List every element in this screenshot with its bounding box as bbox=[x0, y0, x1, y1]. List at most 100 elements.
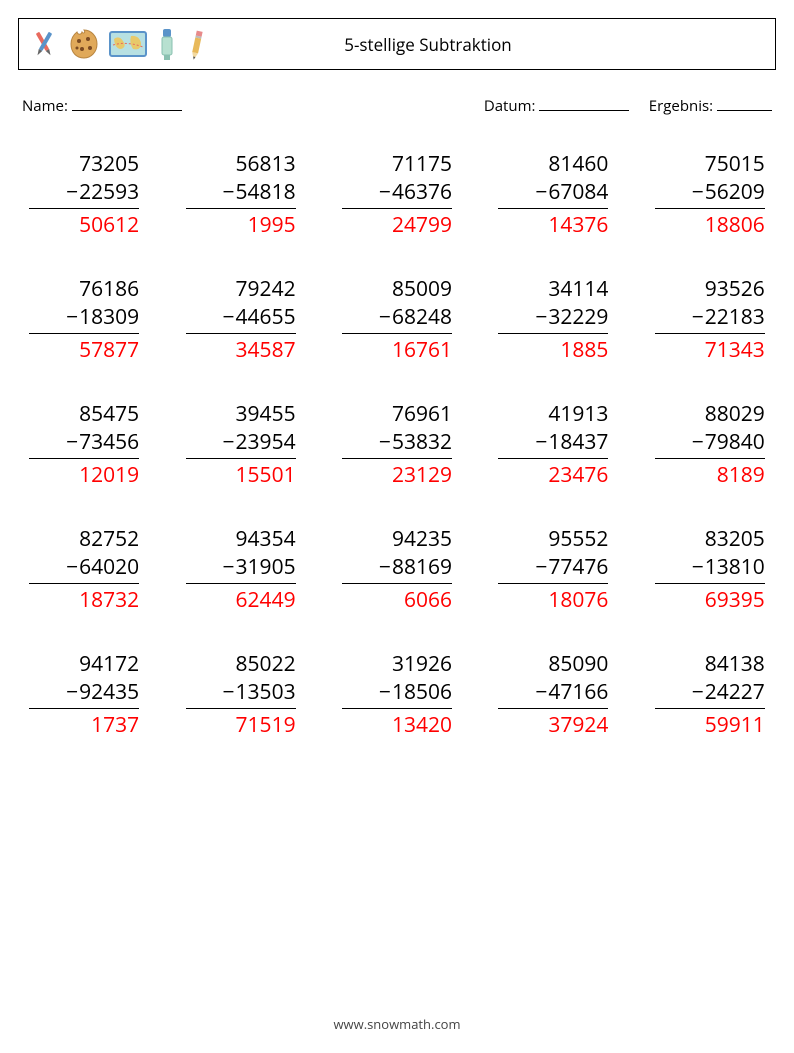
worksheet-page: 5-stellige Subtraktion Name: Datum: Erge… bbox=[0, 0, 794, 1053]
subtraction-problem: 9423588169 6066 bbox=[342, 525, 452, 614]
subtrahend: 68248 bbox=[379, 303, 452, 331]
subtrahend: 47166 bbox=[535, 678, 608, 706]
answer: 18806 bbox=[655, 209, 765, 239]
answer: 69395 bbox=[655, 584, 765, 614]
minuend: 94235 bbox=[342, 525, 452, 553]
answer: 8189 bbox=[655, 459, 765, 489]
minuend: 95552 bbox=[498, 525, 608, 553]
subtraction-problem: 943543190562449 bbox=[186, 525, 296, 614]
answer: 1995 bbox=[186, 209, 296, 239]
minuend: 81460 bbox=[498, 150, 608, 178]
subtrahend: 64020 bbox=[66, 553, 139, 581]
map-icon bbox=[107, 27, 149, 61]
answer: 13420 bbox=[342, 709, 452, 739]
marker-icon bbox=[155, 25, 179, 63]
subtraction-problem: 394552395415501 bbox=[186, 400, 296, 489]
subtrahend: 18437 bbox=[535, 428, 608, 456]
minuend: 94172 bbox=[29, 650, 139, 678]
date-underline bbox=[539, 96, 629, 111]
answer: 18076 bbox=[498, 584, 608, 614]
minuend: 75015 bbox=[655, 150, 765, 178]
minuend: 73205 bbox=[29, 150, 139, 178]
subtrahend: 53832 bbox=[379, 428, 452, 456]
meta-right: Datum: Ergebnis: bbox=[484, 96, 772, 116]
subtraction-problem: 7117546376 24799 bbox=[342, 150, 452, 239]
answer: 1885 bbox=[498, 334, 608, 364]
minuend: 85009 bbox=[342, 275, 452, 303]
meta-name: Name: bbox=[22, 96, 484, 116]
answer: 71519 bbox=[186, 709, 296, 739]
answer: 34587 bbox=[186, 334, 296, 364]
result-label: Ergebnis: bbox=[649, 96, 713, 116]
footer-url: www.snowmath.com bbox=[0, 1015, 794, 1033]
answer: 14376 bbox=[498, 209, 608, 239]
subtrahend: 24227 bbox=[692, 678, 765, 706]
subtraction-problem: 319261850613420 bbox=[342, 650, 452, 739]
subtrahend: 56209 bbox=[692, 178, 765, 206]
subtraction-problem: 3411432229 1885 bbox=[498, 275, 608, 364]
worksheet-title: 5-stellige Subtraktion bbox=[209, 33, 767, 56]
subtraction-problem: 761861830957877 bbox=[29, 275, 139, 364]
minuend: 88029 bbox=[655, 400, 765, 428]
name-underline bbox=[72, 96, 182, 111]
answer: 50612 bbox=[29, 209, 139, 239]
subtraction-problem: 832051381069395 bbox=[655, 525, 765, 614]
subtrahend: 18506 bbox=[379, 678, 452, 706]
header-bar: 5-stellige Subtraktion bbox=[18, 18, 776, 70]
date-label: Datum: bbox=[484, 96, 536, 116]
answer: 12019 bbox=[29, 459, 139, 489]
answer: 37924 bbox=[498, 709, 608, 739]
answer: 71343 bbox=[655, 334, 765, 364]
minuend: 85090 bbox=[498, 650, 608, 678]
header-icons bbox=[27, 25, 209, 63]
pens-icon bbox=[27, 27, 61, 61]
minuend: 41913 bbox=[498, 400, 608, 428]
subtraction-problem: 8802979840 8189 bbox=[655, 400, 765, 489]
minuend: 83205 bbox=[655, 525, 765, 553]
minuend: 34114 bbox=[498, 275, 608, 303]
subtrahend: 32229 bbox=[535, 303, 608, 331]
minuend: 76186 bbox=[29, 275, 139, 303]
answer: 23129 bbox=[342, 459, 452, 489]
answer: 23476 bbox=[498, 459, 608, 489]
subtraction-problem: 850221350371519 bbox=[186, 650, 296, 739]
subtrahend: 22593 bbox=[66, 178, 139, 206]
subtrahend: 88169 bbox=[379, 553, 452, 581]
meta-row: Name: Datum: Ergebnis: bbox=[22, 96, 772, 116]
subtrahend: 31905 bbox=[223, 553, 296, 581]
subtrahend: 46376 bbox=[379, 178, 452, 206]
cookie-icon bbox=[67, 27, 101, 61]
problems-grid: 7320522593506125681354818199571175463762… bbox=[26, 150, 768, 739]
subtraction-problem: 8547573456 12019 bbox=[29, 400, 139, 489]
subtrahend: 92435 bbox=[66, 678, 139, 706]
subtraction-problem: 935262218371343 bbox=[655, 275, 765, 364]
subtraction-problem: 9417292435 1737 bbox=[29, 650, 139, 739]
subtraction-problem: 4191318437 23476 bbox=[498, 400, 608, 489]
subtrahend: 73456 bbox=[66, 428, 139, 456]
minuend: 85475 bbox=[29, 400, 139, 428]
minuend: 94354 bbox=[186, 525, 296, 553]
answer: 24799 bbox=[342, 209, 452, 239]
minuend: 71175 bbox=[342, 150, 452, 178]
subtraction-problem: 8413824227 59911 bbox=[655, 650, 765, 739]
subtrahend: 67084 bbox=[535, 178, 608, 206]
answer: 1737 bbox=[29, 709, 139, 739]
minuend: 79242 bbox=[186, 275, 296, 303]
subtraction-problem: 8146067084 14376 bbox=[498, 150, 608, 239]
subtraction-problem: 7501556209 18806 bbox=[655, 150, 765, 239]
name-label: Name: bbox=[22, 96, 68, 116]
answer: 6066 bbox=[342, 584, 452, 614]
subtrahend: 77476 bbox=[535, 553, 608, 581]
result-underline bbox=[717, 96, 772, 111]
subtrahend: 79840 bbox=[692, 428, 765, 456]
answer: 59911 bbox=[655, 709, 765, 739]
subtraction-problem: 8509047166 37924 bbox=[498, 650, 608, 739]
subtraction-problem: 769615383223129 bbox=[342, 400, 452, 489]
subtrahend: 44655 bbox=[223, 303, 296, 331]
minuend: 39455 bbox=[186, 400, 296, 428]
minuend: 84138 bbox=[655, 650, 765, 678]
subtraction-problem: 56813548181995 bbox=[186, 150, 296, 239]
pencil-icon bbox=[185, 25, 209, 63]
subtraction-problem: 827526402018732 bbox=[29, 525, 139, 614]
subtrahend: 54818 bbox=[223, 178, 296, 206]
